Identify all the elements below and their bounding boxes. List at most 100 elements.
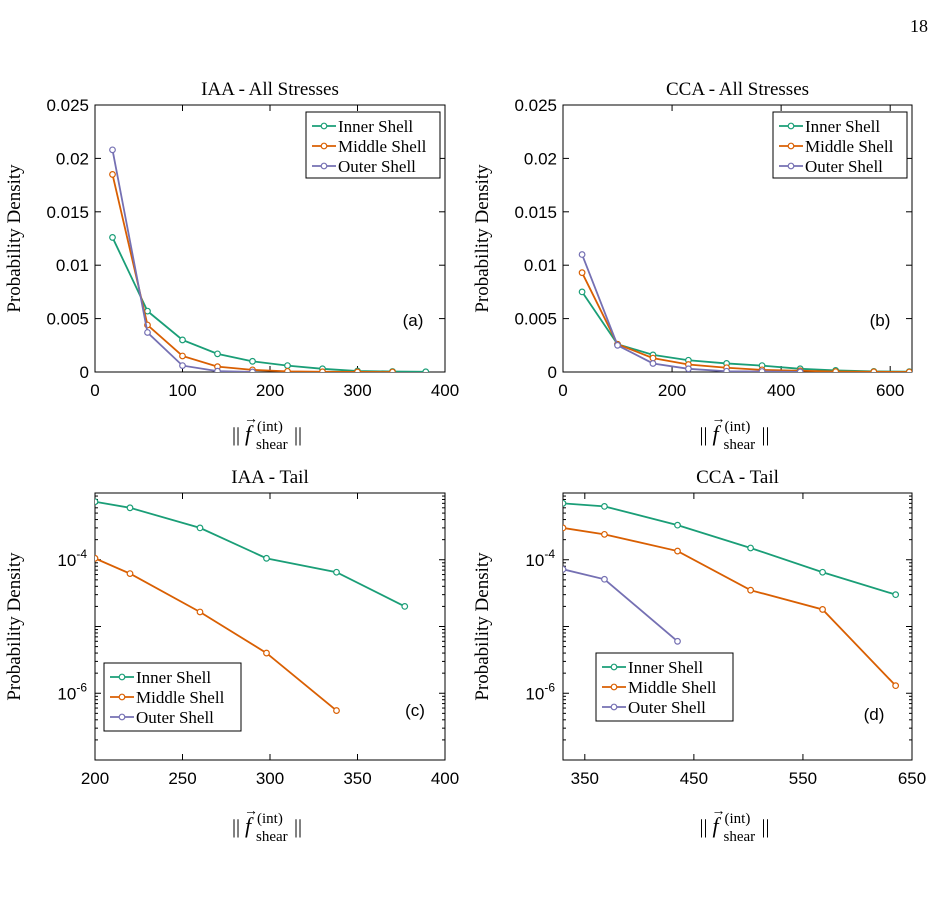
data-point [126, 504, 134, 512]
series-line [111, 174, 393, 372]
data-point [284, 362, 291, 369]
x-tick-label: 250 [168, 769, 196, 788]
data-point [95, 554, 99, 562]
legend-marker [320, 162, 328, 170]
x-axis-label-part: f [713, 421, 722, 446]
y-tick-label: 0.015 [46, 203, 89, 222]
x-tick-label: 400 [431, 769, 459, 788]
x-axis-label-part: → [712, 804, 726, 819]
x-axis-label-part: → [244, 804, 258, 819]
panel-letter: (a) [403, 311, 424, 330]
series-layer [109, 146, 430, 372]
y-tick-label: 0 [80, 363, 89, 382]
series-line [581, 254, 801, 372]
legend-label: Inner Shell [805, 117, 880, 136]
y-tick-label: 0.02 [524, 149, 557, 168]
series-line [563, 568, 679, 642]
legend-marker [610, 703, 618, 711]
data-point [563, 565, 567, 573]
x-tick-label: 350 [571, 769, 599, 788]
data-point [685, 365, 692, 372]
data-point [214, 350, 221, 358]
chart-title: IAA - All Stresses [201, 79, 339, 100]
data-point [179, 362, 186, 369]
data-point [578, 269, 586, 277]
data-point [905, 368, 912, 372]
legend-marker [787, 162, 795, 170]
y-tick-label: 10-4 [57, 547, 87, 570]
x-axis-label-part: → [712, 412, 726, 427]
legend-label: Outer Shell [338, 157, 416, 176]
x-axis-label-part: f [245, 813, 254, 838]
y-tick-label: 0.01 [524, 256, 557, 275]
x-axis-label-part: shear [724, 437, 756, 453]
x-tick-label: 200 [81, 769, 109, 788]
data-point [401, 603, 409, 610]
chart-title: CCA - Tail [696, 467, 779, 488]
data-point [263, 554, 270, 562]
series-layer [578, 251, 912, 372]
x-tick-label: 600 [876, 381, 904, 400]
x-axis-label-part: || [294, 816, 302, 838]
x-tick-label: 200 [256, 381, 284, 400]
data-point [870, 368, 878, 372]
y-axis-label: Probability Density [4, 552, 25, 701]
data-point [796, 368, 804, 372]
legend-box [305, 111, 441, 179]
legend-marker [787, 122, 795, 130]
y-axis-label: Probability Density [4, 164, 25, 313]
legend-marker [320, 122, 328, 130]
series-line [563, 502, 896, 596]
x-tick-label: 350 [343, 769, 371, 788]
legend-label: Inner Shell [628, 658, 703, 677]
x-tick-label: 0 [558, 381, 567, 400]
data-point [249, 357, 256, 365]
x-tick-label: 550 [789, 769, 817, 788]
data-point [422, 368, 430, 372]
data-point [674, 521, 681, 529]
x-axis-label-part: || [762, 424, 770, 446]
x-tick-label: 400 [767, 381, 795, 400]
y-tick-label: 10-6 [525, 680, 555, 703]
legend-marker [118, 693, 126, 701]
legend-label: Middle Shell [628, 678, 717, 697]
y-tick-label: 10-6 [57, 680, 87, 703]
data-point [892, 682, 900, 690]
legend-marker [118, 713, 126, 721]
data-point [747, 544, 754, 552]
y-tick-label: 0.015 [514, 203, 557, 222]
series-layer [563, 499, 900, 690]
data-point [354, 368, 361, 372]
data-point [109, 146, 116, 154]
y-tick-label: 0.005 [46, 310, 89, 329]
data-point [819, 606, 826, 613]
data-point [179, 352, 186, 360]
data-point [144, 329, 151, 336]
data-point [333, 707, 340, 714]
x-axis-label-part: || [762, 816, 770, 838]
legend-marker [118, 673, 126, 681]
x-axis-label-part: (int) [257, 811, 283, 827]
data-point [674, 547, 681, 555]
data-point [389, 368, 396, 372]
x-tick-label: 300 [343, 381, 371, 400]
x-axis-label-part: shear [724, 829, 756, 845]
data-point [263, 649, 270, 657]
x-axis-label-part: f [713, 813, 722, 838]
data-point [563, 524, 567, 532]
series-line [563, 527, 897, 687]
x-axis-label-part: (int) [725, 811, 751, 827]
series-line [95, 500, 406, 608]
x-axis-label-part: || [700, 816, 708, 838]
y-tick-label: 0.025 [46, 96, 89, 115]
data-point [578, 251, 586, 258]
x-tick-label: 650 [898, 769, 926, 788]
data-point [249, 368, 256, 372]
series-line [111, 237, 426, 372]
